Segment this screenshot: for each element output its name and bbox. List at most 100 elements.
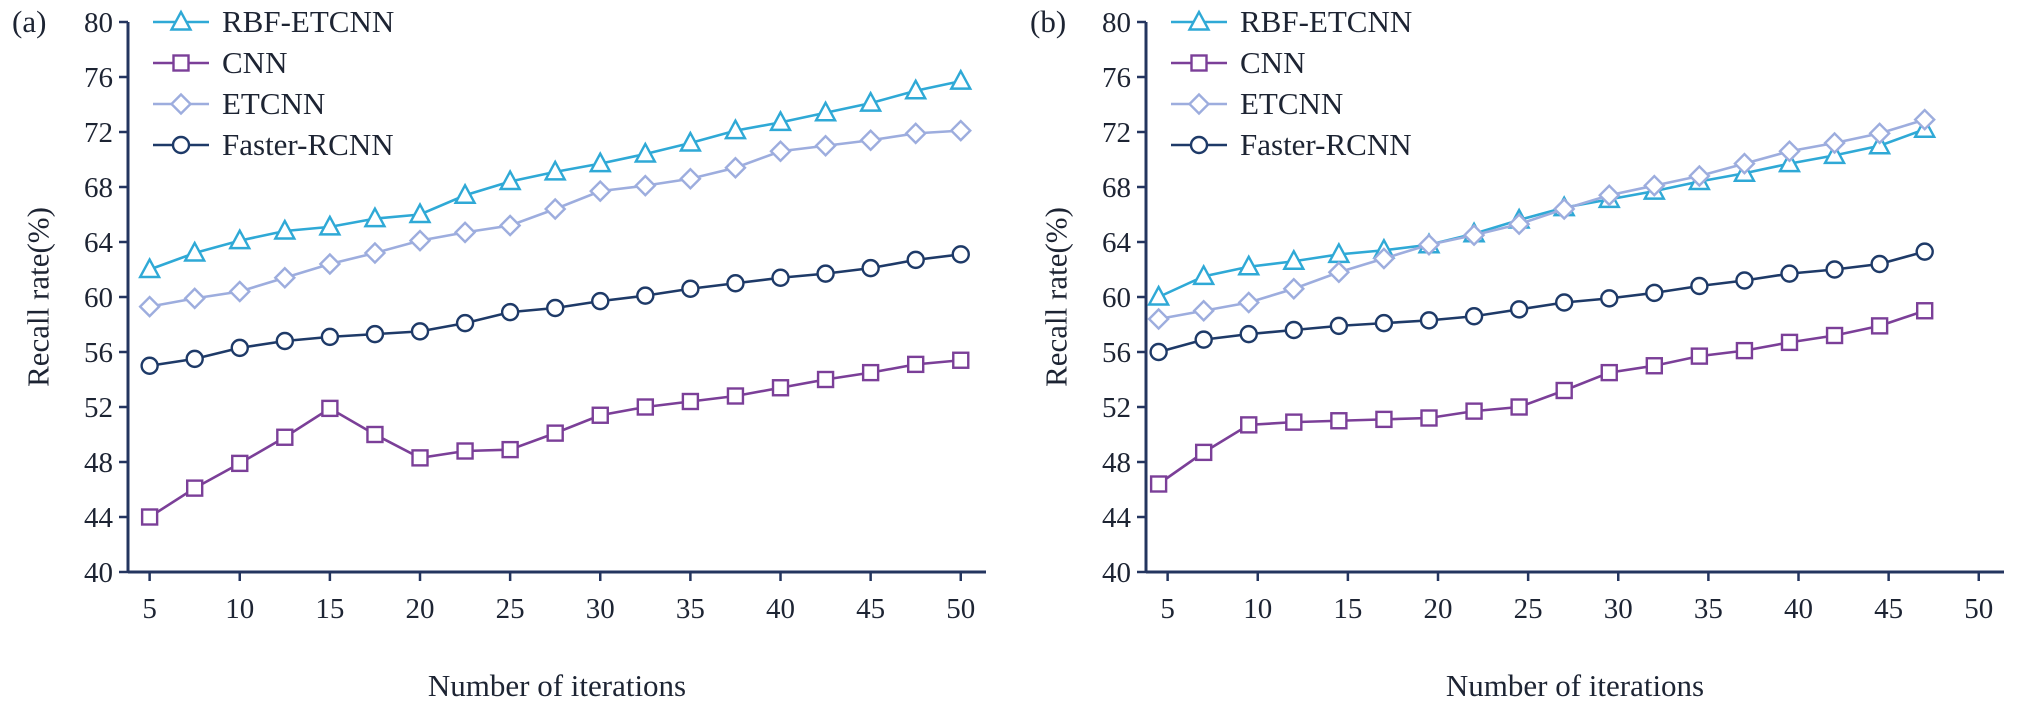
square-data-marker: [501, 440, 519, 459]
diamond-data-marker: [169, 92, 193, 115]
square-data-marker: [1330, 412, 1348, 430]
diamond-data-marker: [589, 179, 612, 203]
square-data-marker: [816, 370, 835, 389]
y-axis-label: Recall rate(%): [20, 207, 56, 387]
triangle-data-marker: [543, 159, 567, 181]
diamond-data-marker: [363, 241, 387, 265]
circle-data-marker: [771, 268, 790, 287]
circle-data-marker: [500, 302, 520, 322]
triangle-data-marker: [138, 256, 162, 279]
legend-label: Faster-RCNN: [222, 127, 394, 162]
circle-data-marker: [545, 298, 565, 318]
diamond-data-marker: [634, 174, 657, 197]
square-marker-icon: [1171, 53, 1227, 72]
svg-text:76: 76: [1102, 62, 1131, 94]
circle-data-marker: [1464, 307, 1484, 326]
chart-a-canvas: 40 44 48 52 56 60 64 68 72 76 80 5 10 15 20 25 30 35 40 45 5…: [84, 7, 986, 625]
triangle-data-marker: [498, 168, 522, 191]
circle-data-marker: [591, 291, 610, 311]
circle-data-marker: [816, 264, 835, 283]
diamond-data-marker: [1237, 291, 1260, 314]
diamond-data-marker: [1282, 277, 1306, 300]
svg-text:45: 45: [1874, 593, 1903, 625]
square-data-marker: [276, 428, 294, 446]
square-marker-icon: [153, 53, 209, 72]
svg-text:30: 30: [586, 593, 615, 625]
circle-data-marker: [1284, 320, 1304, 340]
diamond-data-marker: [1823, 131, 1846, 155]
square-data-marker: [726, 387, 745, 405]
diamond-data-marker: [1372, 247, 1396, 270]
square-data-marker: [140, 508, 159, 526]
diamond-data-marker: [1327, 261, 1351, 284]
diamond-data-marker: [408, 229, 432, 252]
diamond-data-marker: [1643, 174, 1666, 197]
triangle-data-marker: [1237, 254, 1261, 276]
diamond-data-marker: [273, 266, 297, 289]
series-line: [1157, 309, 1926, 486]
svg-text:44: 44: [84, 502, 114, 534]
diamond-data-marker: [1688, 164, 1711, 188]
square-data-marker: [231, 454, 249, 473]
circle-data-marker: [1554, 293, 1574, 312]
diamond-data-marker: [1462, 223, 1486, 247]
circle-data-marker: [1870, 254, 1889, 274]
diamond-data-marker: [138, 295, 161, 318]
svg-text:40: 40: [766, 593, 795, 625]
chart-panel-b: 40 44 48 52 56 60 64 68 72 76 80 5 10 15 20 25 30 35 40 45 5…: [1018, 0, 2036, 715]
tick-labels: 40 44 48 52 56 60 64 68 72 76 80 5 10 15 20 25 30 35 40 45 5…: [84, 7, 975, 625]
circle-data-marker: [951, 245, 970, 264]
square-data-marker: [1465, 402, 1483, 420]
circle-data-marker: [726, 274, 745, 293]
square-data-marker: [1600, 363, 1618, 382]
circle-data-marker: [1329, 316, 1349, 336]
diamond-data-marker: [1778, 140, 1801, 163]
diamond-data-marker: [1417, 233, 1441, 256]
svg-text:35: 35: [676, 593, 705, 625]
svg-text:45: 45: [856, 593, 885, 625]
square-data-marker: [1645, 357, 1664, 375]
svg-text:20: 20: [1424, 593, 1453, 625]
chart-b-canvas: 40 44 48 52 56 60 64 68 72 76 80 5 10 15 20 25 30 35 40 45 5…: [1102, 7, 2004, 625]
tick-marks: [119, 20, 963, 581]
circle-data-marker: [1189, 135, 1209, 154]
circle-data-marker: [410, 322, 430, 341]
svg-text:25: 25: [1514, 593, 1543, 625]
legend-label: RBF-ETCNN: [1240, 4, 1413, 39]
diamond-data-marker: [769, 140, 792, 163]
triangle-data-marker: [814, 100, 838, 122]
triangle-data-marker: [273, 218, 297, 240]
svg-text:5: 5: [142, 593, 157, 625]
square-data-marker: [321, 399, 339, 418]
circle-data-marker: [1194, 330, 1213, 349]
circle-data-marker: [1735, 271, 1754, 290]
triangle-data-marker: [588, 151, 612, 173]
panel-label-a: (a): [12, 4, 47, 39]
diamond-marker-icon: [1171, 92, 1227, 115]
square-data-marker: [411, 449, 429, 467]
diamond-data-marker: [1147, 307, 1170, 331]
triangle-data-marker: [1192, 263, 1216, 286]
diamond-data-marker: [1733, 152, 1756, 175]
square-data-marker: [1149, 475, 1168, 493]
circle-data-marker: [365, 324, 385, 344]
diamond-data-marker: [859, 129, 882, 152]
svg-text:35: 35: [1694, 593, 1723, 625]
square-data-marker: [591, 406, 609, 424]
legend: RBF-ETCNN CNN ETCNN Faster-RCNN: [150, 1, 394, 165]
triangle-data-marker: [453, 182, 477, 204]
triangle-data-marker: [228, 228, 252, 250]
square-data-marker: [456, 442, 474, 460]
svg-text:64: 64: [1102, 227, 1132, 259]
square-data-marker: [1780, 333, 1799, 352]
circle-data-marker: [1149, 342, 1168, 362]
circle-data-marker: [275, 331, 295, 351]
triangle-data-marker: [408, 201, 432, 224]
diamond-marker-icon: [153, 92, 209, 115]
diamond-data-marker: [228, 280, 251, 303]
chart-panel-a: 40 44 48 52 56 60 64 68 72 76 80 5 10 15 20 25 30 35 40 45 5…: [0, 0, 1018, 715]
circle-data-marker: [1645, 283, 1664, 303]
diamond-data-marker: [1507, 212, 1531, 236]
svg-text:68: 68: [84, 172, 113, 204]
triangle-data-marker: [633, 141, 657, 163]
